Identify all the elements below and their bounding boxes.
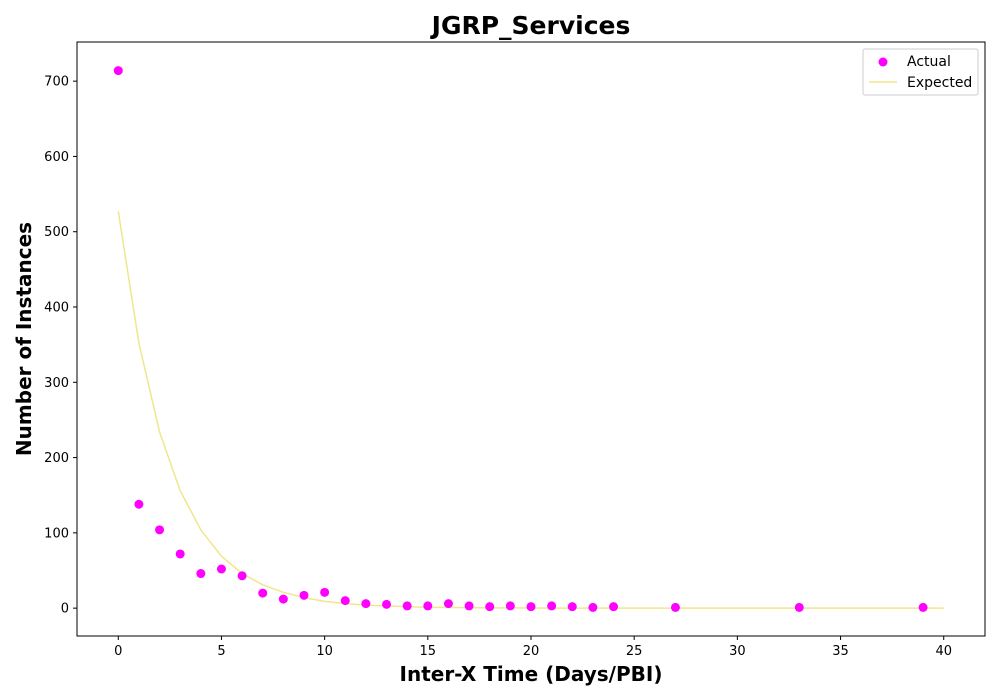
legend: Actual Expected: [862, 48, 979, 96]
actual-data-point: [485, 602, 495, 612]
actual-data-point: [526, 602, 536, 612]
actual-data-point: [609, 602, 619, 612]
y-tick-label: 100: [44, 526, 69, 541]
actual-data-point: [464, 601, 474, 611]
actual-data-point: [216, 564, 226, 574]
actual-data-point: [505, 601, 515, 611]
x-tick-label: 40: [935, 644, 952, 659]
actual-data-point: [258, 588, 268, 598]
actual-data-point: [196, 569, 206, 579]
y-tick-label: 0: [61, 602, 69, 617]
x-tick-label: 5: [217, 644, 225, 659]
actual-data-point: [588, 602, 598, 612]
actual-data-point: [670, 602, 680, 612]
y-tick-label: 700: [44, 75, 69, 90]
legend-box: [862, 48, 979, 96]
x-tick-label: 25: [626, 644, 643, 659]
y-axis-title: Number of Instances: [12, 222, 36, 456]
actual-data-point: [113, 66, 123, 76]
y-tick-label: 200: [44, 451, 69, 466]
legend-label-actual: Actual: [907, 54, 951, 70]
actual-data-point: [443, 599, 453, 609]
actual-data-point: [361, 599, 371, 609]
actual-data-point: [567, 602, 577, 612]
y-tick-label: 300: [44, 376, 69, 391]
actual-data-point: [547, 601, 557, 611]
actual-data-point: [320, 587, 330, 597]
actual-data-point: [278, 594, 288, 604]
actual-data-point: [175, 549, 185, 559]
actual-data-point: [299, 590, 309, 600]
x-tick-label: 30: [729, 644, 746, 659]
actual-data-point: [237, 571, 247, 581]
y-tick-label: 400: [44, 301, 69, 316]
actual-data-point: [794, 602, 804, 612]
actual-data-point: [918, 602, 928, 612]
x-tick-label: 20: [523, 644, 540, 659]
legend-label-expected: Expected: [907, 75, 972, 91]
actual-data-point: [134, 499, 144, 509]
x-tick-label: 0: [114, 644, 122, 659]
actual-data-point: [402, 601, 412, 611]
x-tick-label: 15: [420, 644, 437, 659]
legend-marker-actual: [878, 57, 888, 67]
actual-data-point: [155, 525, 165, 535]
x-tick-label: 10: [316, 644, 333, 659]
x-tick-label: 35: [832, 644, 849, 659]
y-tick-label: 600: [44, 150, 69, 165]
chart-title: JGRP_Services: [430, 11, 631, 40]
actual-data-point: [382, 599, 392, 609]
y-tick-label: 500: [44, 225, 69, 240]
actual-data-point: [423, 601, 433, 611]
x-axis-title: Inter-X Time (Days/PBI): [400, 662, 663, 686]
actual-data-point: [340, 596, 350, 606]
